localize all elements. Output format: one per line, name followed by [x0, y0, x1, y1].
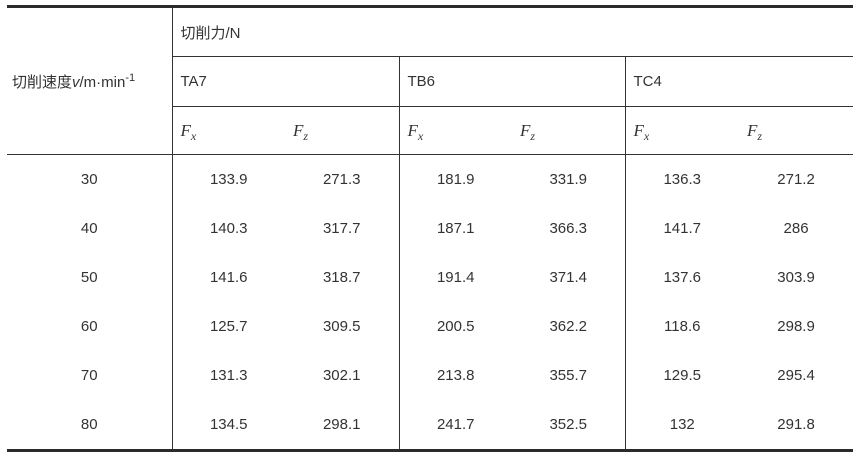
force-value-cell: 187.1 — [436, 220, 475, 237]
force-value-cell: 141.7 — [663, 220, 702, 237]
speed-unit-exponent: -1 — [125, 71, 136, 84]
component-header-fz-tc4: Fz — [739, 106, 854, 155]
speed-header-cell: 切削速度v/m·min-1 — [7, 6, 173, 155]
force-value-cell: 200.5 — [436, 318, 475, 335]
speed-cell: 80 — [7, 400, 173, 451]
force-value-cell: 302.1 — [285, 351, 400, 400]
force-value-cell: 118.6 — [664, 318, 701, 335]
force-value-cell: 136.3 — [663, 171, 702, 188]
force-header-cell: 切削力/N — [172, 6, 854, 57]
header-row-components: Fx Fz Fx Fz Fx Fz — [7, 106, 854, 155]
cutting-force-table: 切削速度v/m·min-1 切削力/N TA7 TB6 TC4 Fx Fz Fx… — [7, 5, 854, 452]
table-row: 30 133.9 271.3 181.9 331.9 136.3 271.2 — [7, 154, 853, 204]
force-value-cell: 298.9 — [777, 318, 815, 335]
force-value-cell: 309.5 — [285, 302, 400, 351]
force-value-cell: 303.9 — [777, 269, 815, 286]
table-row: 50 141.6 318.7 191.4 371.4 137.6 303.9 — [7, 253, 853, 302]
component-header-fx-ta7: Fx — [172, 106, 285, 155]
force-value-cell: 355.7 — [512, 351, 626, 400]
component-header-fz-tb6: Fz — [512, 106, 626, 155]
material-header-tc4: TC4 — [625, 56, 854, 107]
force-value-cell: 298.1 — [285, 400, 400, 451]
force-value-cell: 129.5 — [663, 367, 702, 384]
table-row: 60 125.7 309.5 200.5 362.2 118.6 298.9 — [7, 302, 853, 351]
force-value-cell: 317.7 — [285, 204, 400, 253]
speed-cell: 40 — [7, 204, 173, 253]
force-value-cell: 371.4 — [512, 253, 626, 302]
force-value-cell: 271.3 — [285, 154, 400, 204]
force-value-cell: 125.7 — [209, 318, 248, 335]
speed-header-label: 切削速度v/m·min-1 — [12, 71, 136, 91]
component-header-fx-tc4: Fx — [625, 106, 739, 155]
force-value-cell: 137.6 — [663, 269, 702, 286]
speed-cell: 30 — [7, 154, 173, 204]
force-value-cell: 181.9 — [436, 171, 475, 188]
force-value-cell: 134.5 — [209, 416, 248, 433]
speed-header-prefix: 切削速度 — [12, 73, 73, 91]
force-value-cell: 362.2 — [512, 302, 626, 351]
force-value-cell: 131.3 — [209, 367, 248, 384]
table-row: 80 134.5 298.1 241.7 352.5 132 291.8 — [7, 400, 853, 451]
force-value-cell: 295.4 — [777, 367, 815, 384]
component-header-fx-tb6: Fx — [399, 106, 512, 155]
force-value-cell: 241.7 — [436, 416, 475, 433]
force-value-cell: 366.3 — [512, 204, 626, 253]
component-header-fz-ta7: Fz — [285, 106, 400, 155]
speed-cell: 60 — [7, 302, 173, 351]
force-value-cell: 191.4 — [436, 269, 475, 286]
force-value-cell: 213.8 — [436, 367, 475, 384]
speed-cell: 50 — [7, 253, 173, 302]
header-row-force: 切削速度v/m·min-1 切削力/N — [7, 6, 854, 155]
force-value-cell: 132 — [669, 416, 695, 433]
force-value-cell: 140.3 — [209, 220, 248, 237]
speed-unit: /m·min — [79, 73, 126, 91]
speed-symbol: v — [72, 73, 80, 91]
table-row: 40 140.3 317.7 187.1 366.3 141.7 286 — [7, 204, 853, 253]
force-value-cell: 352.5 — [512, 400, 626, 451]
force-value-cell: 286 — [783, 220, 809, 237]
force-value-cell: 141.6 — [209, 269, 248, 286]
force-value-cell: 271.2 — [777, 171, 815, 188]
force-value-cell: 331.9 — [512, 154, 626, 204]
speed-cell: 70 — [7, 351, 173, 400]
force-value-cell: 291.8 — [777, 416, 815, 433]
material-header-ta7: TA7 — [172, 56, 400, 107]
table-row: 70 131.3 302.1 213.8 355.7 129.5 295.4 — [7, 351, 853, 400]
force-value-cell: 318.7 — [285, 253, 400, 302]
force-value-cell: 133.9 — [209, 171, 248, 188]
header-row-materials: TA7 TB6 TC4 — [7, 56, 854, 107]
material-header-tb6: TB6 — [399, 56, 626, 107]
